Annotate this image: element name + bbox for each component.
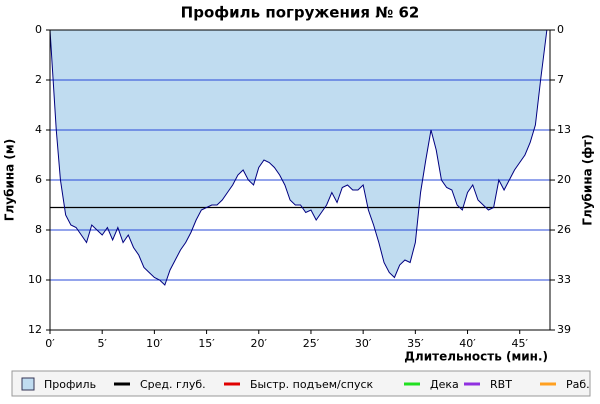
legend-label: RBT bbox=[490, 378, 512, 391]
x-tick-label: 0′ bbox=[45, 337, 55, 350]
x-axis-label: Длительность (мин.) bbox=[404, 350, 548, 364]
y2-tick-label: 39 bbox=[557, 323, 571, 336]
x-tick-label: 20′ bbox=[251, 337, 268, 350]
y2-tick-label: 26 bbox=[557, 223, 571, 236]
y-tick-label: 0 bbox=[35, 23, 42, 36]
y-tick-label: 4 bbox=[35, 123, 42, 136]
y2-tick-label: 0 bbox=[557, 23, 564, 36]
y2-axis-label: Глубина (фт) bbox=[581, 134, 595, 225]
y2-tick-label: 20 bbox=[557, 173, 571, 186]
y-tick-label: 8 bbox=[35, 223, 42, 236]
chart-title: Профиль погружения № 62 bbox=[181, 4, 420, 22]
legend-label: Раб. bbox=[566, 378, 590, 391]
x-tick-label: 30′ bbox=[355, 337, 372, 350]
profile-area bbox=[50, 30, 547, 285]
x-tick-label: 10′ bbox=[146, 337, 163, 350]
x-tick-label: 5′ bbox=[97, 337, 107, 350]
profile-line bbox=[49, 29, 548, 286]
y2-tick-label: 33 bbox=[557, 273, 571, 286]
y2-tick-label: 13 bbox=[557, 123, 571, 136]
y2-tick-label: 7 bbox=[557, 73, 564, 86]
y-tick-label: 12 bbox=[28, 323, 42, 336]
y-tick-label: 10 bbox=[28, 273, 42, 286]
x-tick-label: 15′ bbox=[198, 337, 215, 350]
legend-label: Дека bbox=[430, 378, 459, 391]
legend-label: Профиль bbox=[44, 378, 96, 391]
y-tick-label: 2 bbox=[35, 73, 42, 86]
x-tick-label: 45′ bbox=[511, 337, 528, 350]
legend-swatch bbox=[21, 377, 35, 391]
y-axis-label: Глубина (м) bbox=[3, 139, 17, 221]
x-tick-label: 40′ bbox=[459, 337, 476, 350]
x-tick-label: 35′ bbox=[407, 337, 424, 350]
x-tick-label: 25′ bbox=[303, 337, 320, 350]
legend-box bbox=[11, 370, 591, 397]
legend-label: Сред. глуб. bbox=[140, 378, 206, 391]
y-tick-label: 6 bbox=[35, 173, 42, 186]
legend-label: Быстр. подъем/спуск bbox=[250, 378, 374, 391]
